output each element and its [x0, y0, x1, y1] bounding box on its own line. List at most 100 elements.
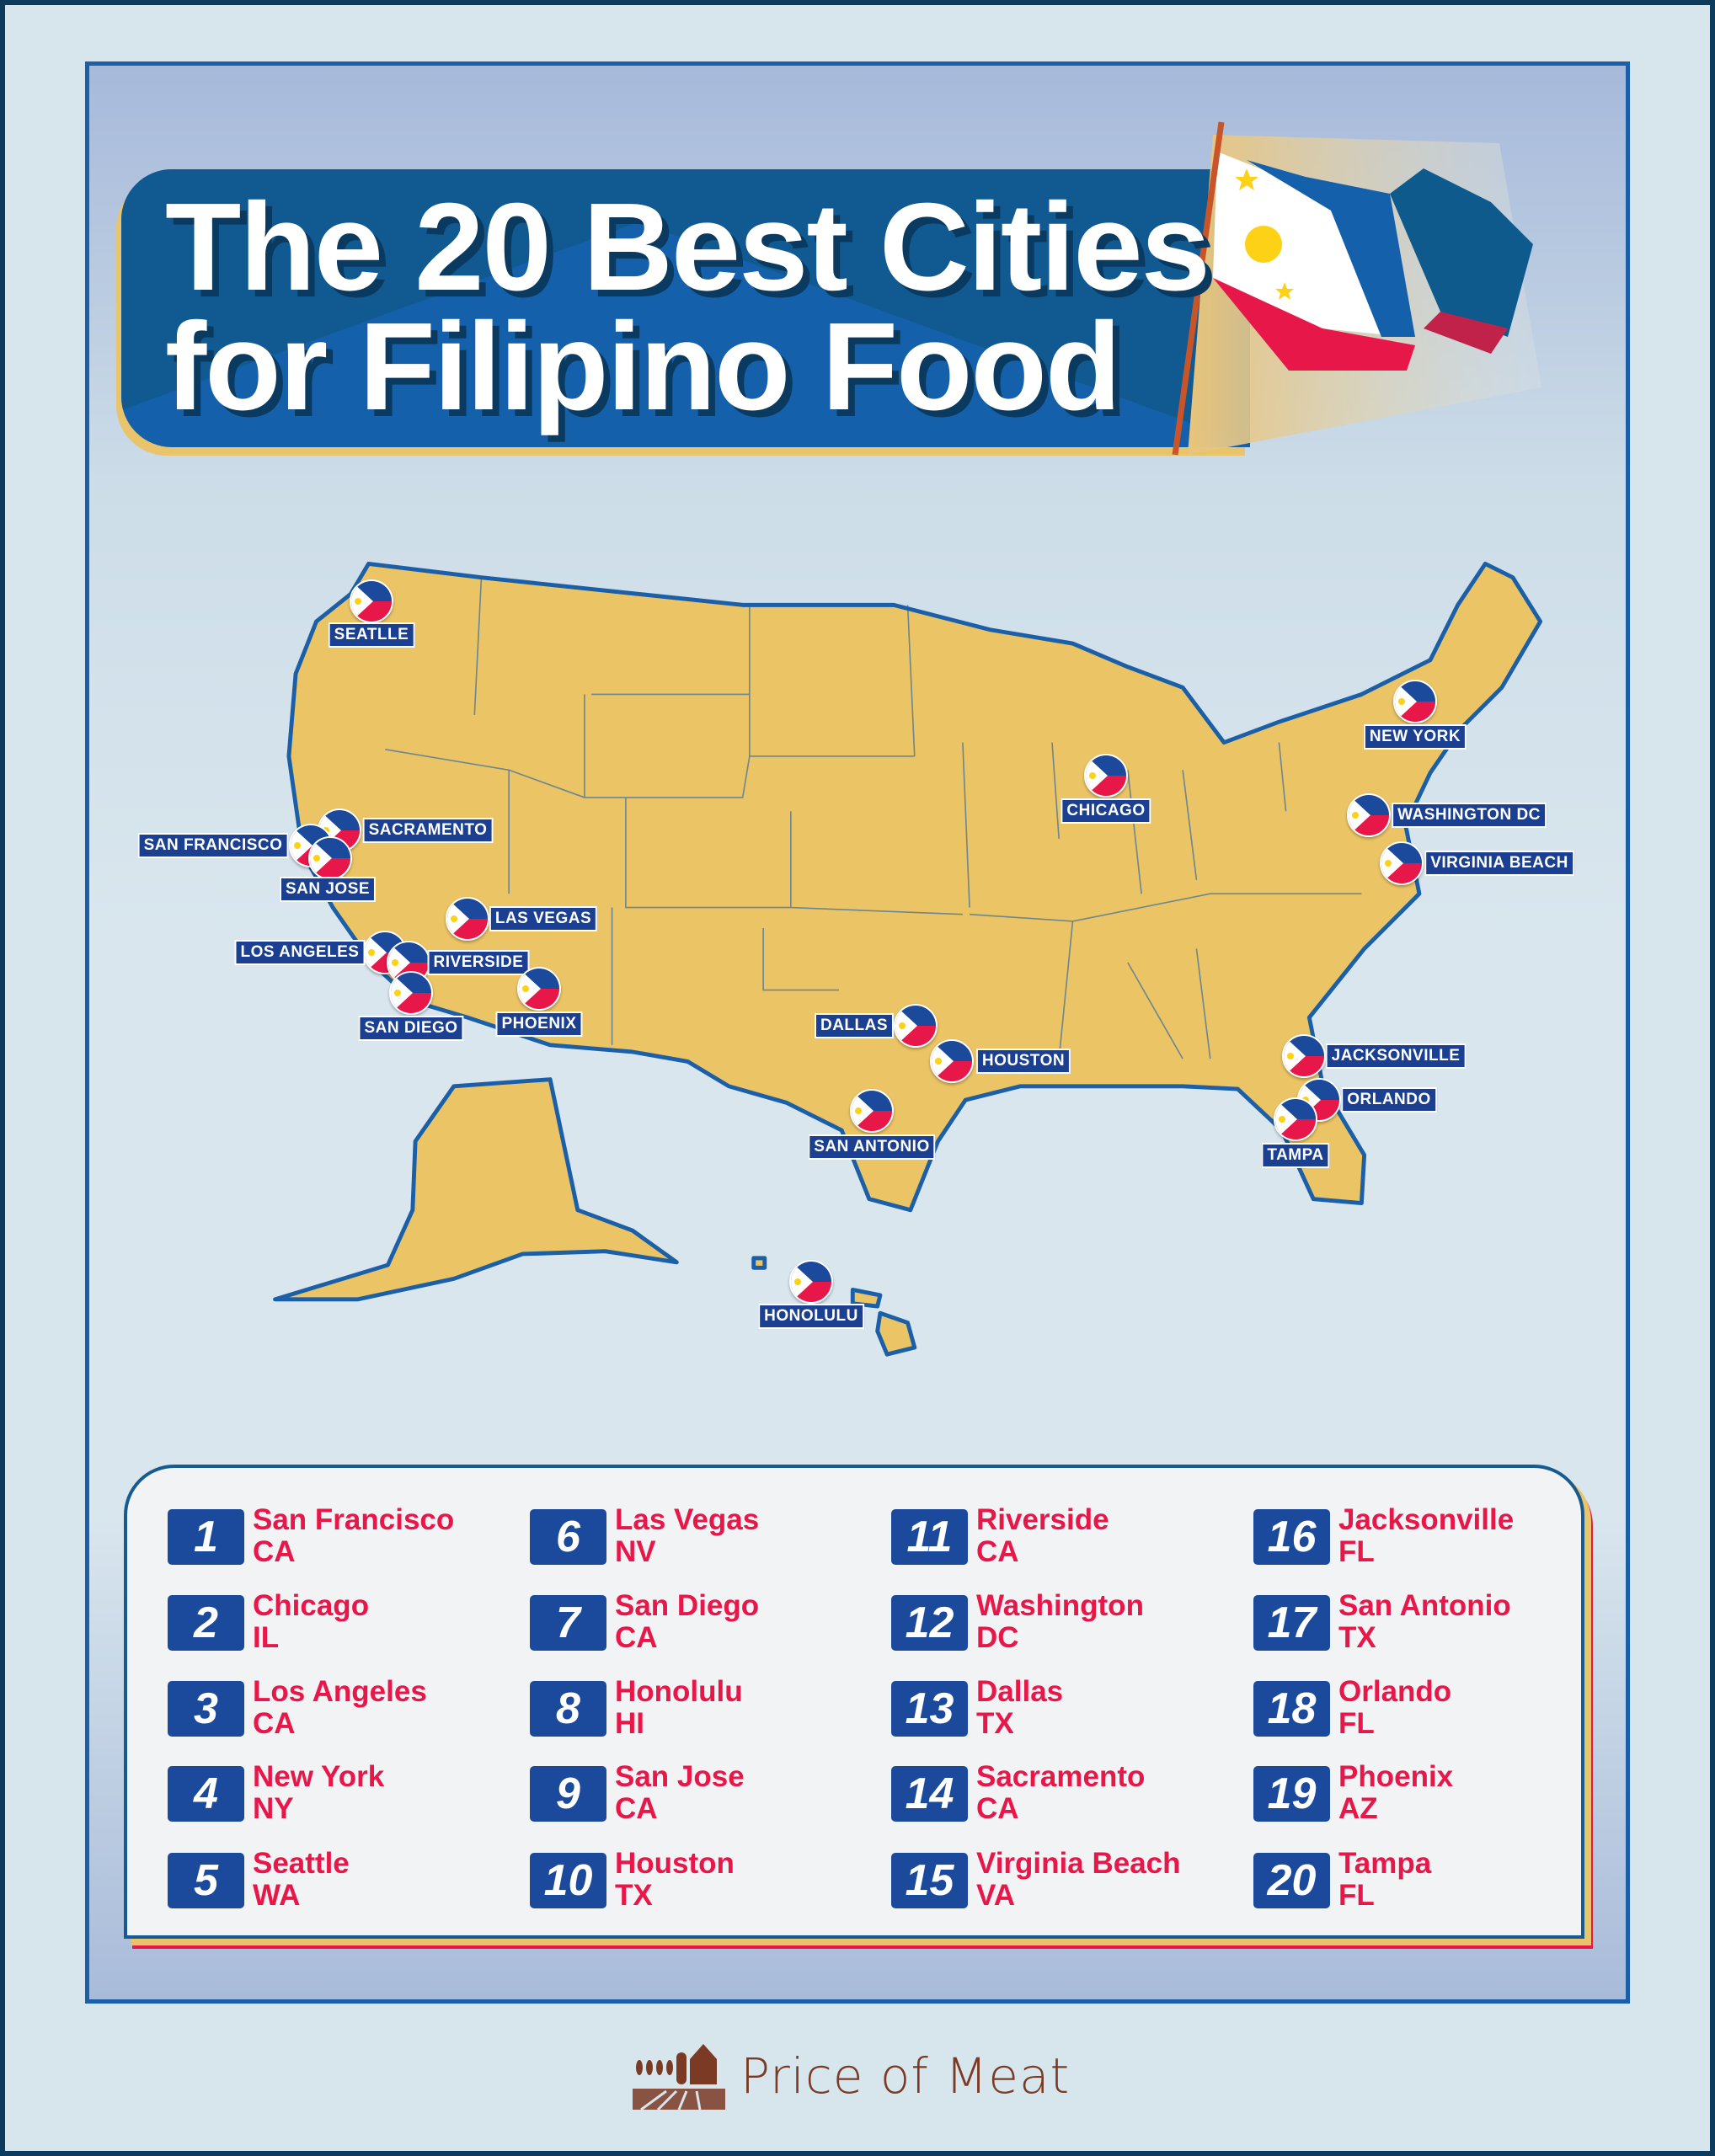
city-map-label: SAN FRANCISCO: [137, 833, 289, 858]
rank-badge: 12: [891, 1595, 968, 1651]
philippine-flag-marker[interactable]: [1084, 754, 1128, 798]
rank-badge: 6: [530, 1509, 606, 1565]
rank-badge: 15: [891, 1853, 968, 1908]
state-code: TX: [976, 1707, 1014, 1740]
philippine-flag-marker[interactable]: [1274, 1097, 1317, 1141]
farm-barn-icon: [633, 2044, 725, 2110]
city-name: Washington: [976, 1589, 1144, 1622]
rank-badge: 3: [168, 1681, 244, 1737]
philippine-flag-marker[interactable]: [789, 1260, 833, 1304]
city-name: Honolulu: [615, 1675, 743, 1708]
philippine-flag-marker[interactable]: [350, 579, 393, 623]
city-name: Houston: [615, 1847, 735, 1880]
rank-badge: 16: [1253, 1509, 1330, 1565]
city-name: Virginia Beach: [976, 1847, 1181, 1880]
philippine-flag-marker[interactable]: [1347, 793, 1391, 837]
state-code: NV: [615, 1535, 656, 1568]
city-map-label: HOUSTON: [975, 1049, 1071, 1074]
philippine-flag-marker[interactable]: [389, 971, 433, 1015]
state-code: CA: [253, 1535, 296, 1568]
city-map-label: DALLAS: [814, 1013, 895, 1038]
hawaii-shape: [751, 1256, 917, 1357]
city-name: San Francisco: [253, 1503, 455, 1536]
city-map-label: LOS ANGELES: [234, 940, 366, 965]
rank-badge: 9: [530, 1766, 606, 1822]
philippine-flag-marker[interactable]: [930, 1039, 974, 1083]
city-name: Chicago: [253, 1589, 370, 1622]
rank-badge: 8: [530, 1681, 606, 1737]
state-code: IL: [253, 1621, 280, 1654]
city-map-label: SEATLLE: [328, 622, 415, 648]
state-code: NY: [253, 1792, 294, 1825]
city-map-label: LAS VEGAS: [489, 906, 598, 931]
state-code: CA: [976, 1535, 1019, 1568]
city-map-label: HONOLULU: [758, 1304, 864, 1329]
state-code: TX: [1338, 1621, 1376, 1654]
city-name: Los Angeles: [253, 1675, 427, 1708]
city-name: Tampa: [1338, 1847, 1432, 1880]
ranking-legend: 1 San Francisco CA 2 Chicago IL 3 Los Angeles CA…: [124, 1465, 1584, 1939]
philippine-flag-marker[interactable]: [446, 897, 489, 941]
city-name: Orlando: [1338, 1675, 1452, 1708]
city-name: New York: [253, 1760, 385, 1793]
philippine-flag-icon: [1172, 121, 1541, 456]
rank-badge: 17: [1253, 1595, 1330, 1651]
state-code: HI: [615, 1707, 644, 1740]
state-code: WA: [253, 1879, 301, 1912]
rank-badge: 10: [530, 1853, 606, 1908]
alaska-shape: [273, 1077, 679, 1302]
city-name: Jacksonville: [1338, 1503, 1515, 1536]
city-map-label: SACRAMENTO: [362, 818, 494, 843]
philippine-flag-marker[interactable]: [850, 1089, 894, 1133]
city-name: Dallas: [976, 1675, 1064, 1708]
city-map-label: SAN DIEGO: [358, 1016, 464, 1041]
city-map-label: CHICAGO: [1061, 798, 1151, 824]
city-map-label: SAN JOSE: [279, 877, 377, 902]
city-map-label: RIVERSIDE: [427, 950, 530, 975]
city-name: Las Vegas: [615, 1503, 760, 1536]
city-name: San Antonio: [1338, 1589, 1511, 1622]
rank-badge: 13: [891, 1681, 968, 1737]
rank-badge: 18: [1253, 1681, 1330, 1737]
state-code: FL: [1338, 1707, 1375, 1740]
city-map-label: ORLANDO: [1341, 1087, 1437, 1113]
rank-badge: 19: [1253, 1766, 1330, 1822]
city-name: Sacramento: [976, 1760, 1146, 1793]
state-code: TX: [615, 1879, 653, 1912]
rank-badge: 14: [891, 1766, 968, 1822]
title-line-2: for Filipino Food: [165, 297, 1121, 436]
philippine-flag-marker[interactable]: [894, 1004, 938, 1048]
title-banner: [121, 169, 1250, 447]
city-name: Seattle: [253, 1847, 350, 1880]
city-name: San Diego: [615, 1589, 760, 1622]
philippine-flag-marker[interactable]: [1380, 841, 1424, 885]
city-name: Riverside: [976, 1503, 1109, 1536]
rank-badge: 1: [168, 1509, 244, 1565]
state-code: VA: [976, 1879, 1016, 1912]
state-code: FL: [1338, 1879, 1375, 1912]
city-map-label: VIRGINIA BEACH: [1424, 851, 1574, 876]
philippine-flag-marker[interactable]: [517, 967, 561, 1011]
city-map-label: NEW YORK: [1363, 724, 1467, 750]
city-name: Phoenix: [1338, 1760, 1454, 1793]
price-of-meat-logo[interactable]: Price of Meat: [633, 2042, 1070, 2110]
rank-badge: 11: [891, 1509, 968, 1565]
rank-badge: 7: [530, 1595, 606, 1651]
rank-badge: 4: [168, 1766, 244, 1822]
state-code: CA: [615, 1792, 658, 1825]
city-map-label: SAN ANTONIO: [808, 1134, 936, 1160]
rank-badge: 2: [168, 1595, 244, 1651]
city-map-label: WASHINGTON DC: [1392, 803, 1547, 828]
rank-badge: 5: [168, 1853, 244, 1908]
state-code: CA: [976, 1792, 1019, 1825]
title-line-1: The 20 Best Cities: [165, 178, 1210, 317]
state-code: AZ: [1338, 1792, 1378, 1825]
logo-text: Price of Meat: [740, 2047, 1071, 2105]
philippine-flag-marker[interactable]: [308, 836, 352, 880]
rank-badge: 20: [1253, 1853, 1330, 1908]
city-map-label: JACKSONVILLE: [1325, 1043, 1467, 1069]
philippine-flag-marker[interactable]: [1282, 1034, 1326, 1078]
city-map-label: PHOENIX: [495, 1011, 583, 1037]
philippine-flag-marker[interactable]: [1393, 680, 1437, 723]
